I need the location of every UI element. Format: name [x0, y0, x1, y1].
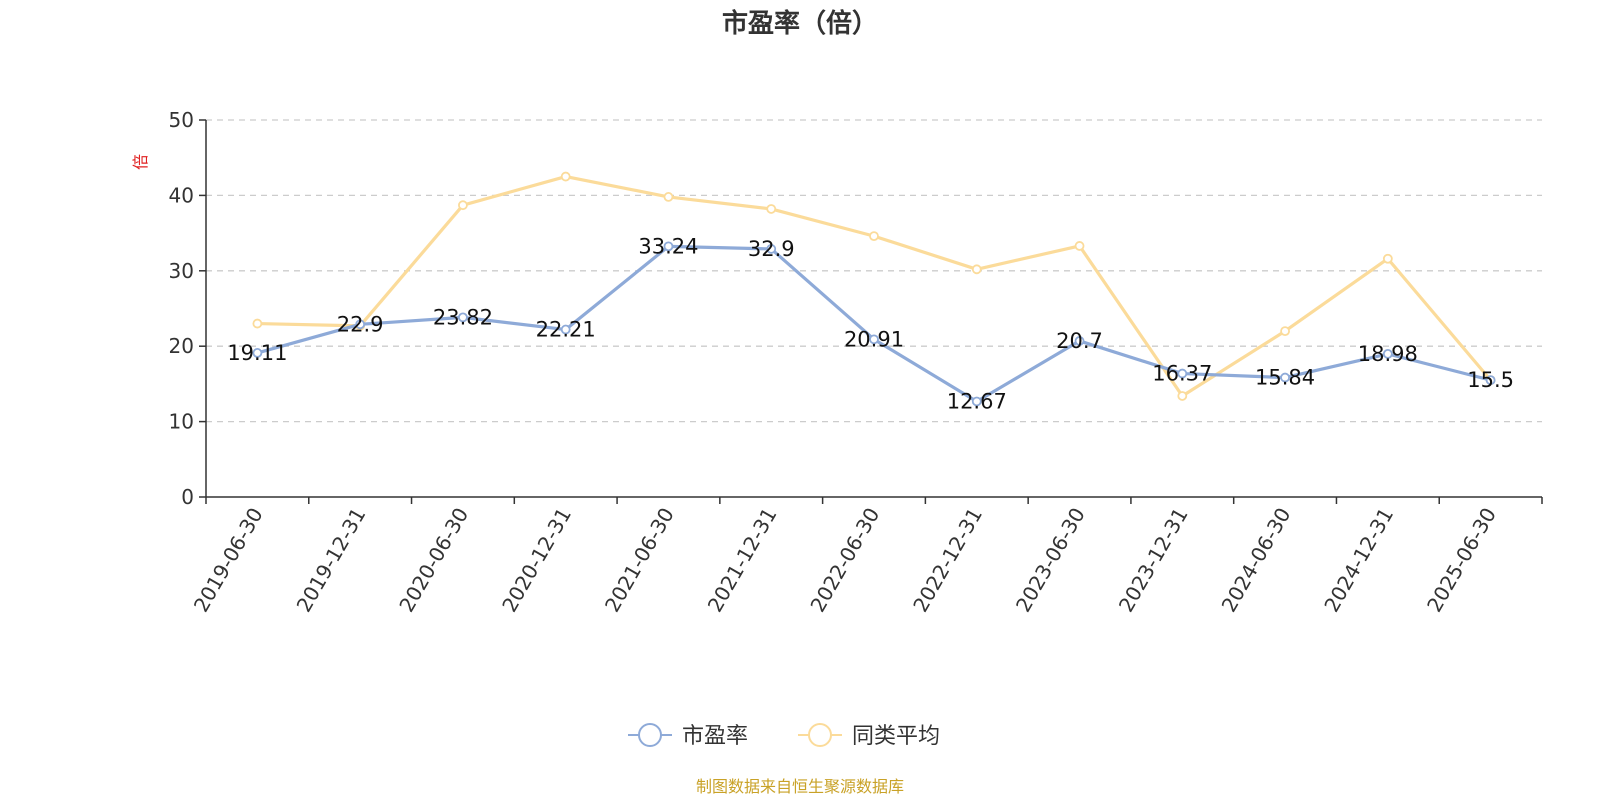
- data-label: 33.24: [638, 234, 698, 258]
- data-label: 20.7: [1056, 329, 1103, 353]
- x-tick-label: 2019-06-30: [189, 504, 268, 617]
- data-label: 20.91: [844, 327, 904, 351]
- data-point: [663, 241, 674, 252]
- data-point: [971, 264, 982, 275]
- y-tick-label: 0: [181, 485, 194, 509]
- data-point: [663, 192, 674, 202]
- data-point: [1177, 368, 1188, 379]
- y-tick-label: 10: [169, 410, 194, 434]
- y-tick-label: 30: [169, 259, 194, 283]
- data-label: 15.5: [1467, 368, 1514, 392]
- data-point: [1382, 253, 1393, 264]
- legend-marker: [638, 723, 662, 747]
- data-point: [1280, 372, 1290, 383]
- data-point: [1177, 391, 1188, 401]
- x-tick-label: 2023-12-31: [1114, 504, 1193, 617]
- chart-title: 市盈率（倍）: [722, 8, 878, 39]
- data-point: [869, 334, 879, 345]
- data-point: [560, 171, 571, 182]
- data-point: [458, 200, 468, 211]
- data-point: [971, 396, 982, 407]
- data-point: [1485, 375, 1496, 386]
- x-tick-label: 2021-12-31: [703, 504, 782, 617]
- x-tick-label: 2022-06-30: [805, 504, 884, 617]
- x-tick-label: 2024-06-30: [1217, 504, 1296, 617]
- data-label: 32.9: [748, 237, 795, 261]
- data-point: [252, 318, 263, 329]
- data-point: [458, 312, 468, 323]
- data-label: 23.82: [433, 305, 493, 329]
- y-tick-label: 20: [169, 334, 194, 358]
- series-line-1: [257, 174, 1492, 398]
- data-label: 16.37: [1152, 362, 1212, 386]
- data-label: 22.9: [337, 312, 384, 336]
- data-point: [355, 319, 366, 330]
- data-point: [560, 324, 571, 335]
- data-labels: 19.11 22.9 23.82 22.21 33.24 32.9 20.91 12.67 20…: [227, 234, 1514, 413]
- data-point: [1382, 348, 1393, 359]
- data-label: 22.21: [536, 318, 596, 342]
- legend-marker: [808, 723, 832, 747]
- data-point: [766, 204, 777, 214]
- source-note: 制图数据来自恒生聚源数据库: [696, 777, 904, 796]
- data-point: [869, 231, 879, 242]
- data-point: [1074, 241, 1085, 251]
- y-axis-unit: 倍: [131, 154, 150, 170]
- axes: 0 10 20 30 40 50 2019-06-30 2019-12-31 2020-06-3…: [169, 108, 1543, 617]
- x-tick-label: 2020-12-31: [497, 504, 576, 617]
- data-label: 18.98: [1358, 342, 1418, 366]
- x-tick-label: 2022-12-31: [908, 504, 987, 617]
- series-lines: [252, 171, 1496, 407]
- data-label: 12.67: [947, 389, 1007, 413]
- y-tick-label: 40: [169, 183, 194, 207]
- x-tick-label: 2023-06-30: [1011, 504, 1090, 617]
- data-point: [1280, 326, 1290, 337]
- x-tick-label: 2025-06-30: [1422, 504, 1501, 617]
- x-tick-label: 2020-06-30: [394, 504, 473, 617]
- data-point: [1074, 336, 1085, 346]
- legend-label: 市盈率: [682, 724, 748, 749]
- data-label: 15.84: [1255, 366, 1315, 390]
- x-tick-label: 2024-12-31: [1319, 504, 1398, 617]
- data-point: [766, 244, 777, 254]
- grid-lines: [206, 119, 1542, 423]
- y-tick-label: 50: [169, 108, 194, 132]
- data-point: [252, 348, 263, 358]
- data-label: 19.11: [227, 341, 287, 365]
- legend[interactable]: 市盈率 同类平均: [628, 723, 940, 749]
- legend-label: 同类平均: [852, 724, 940, 749]
- x-tick-label: 2019-12-31: [292, 504, 371, 617]
- x-tick-label: 2021-06-30: [600, 504, 679, 617]
